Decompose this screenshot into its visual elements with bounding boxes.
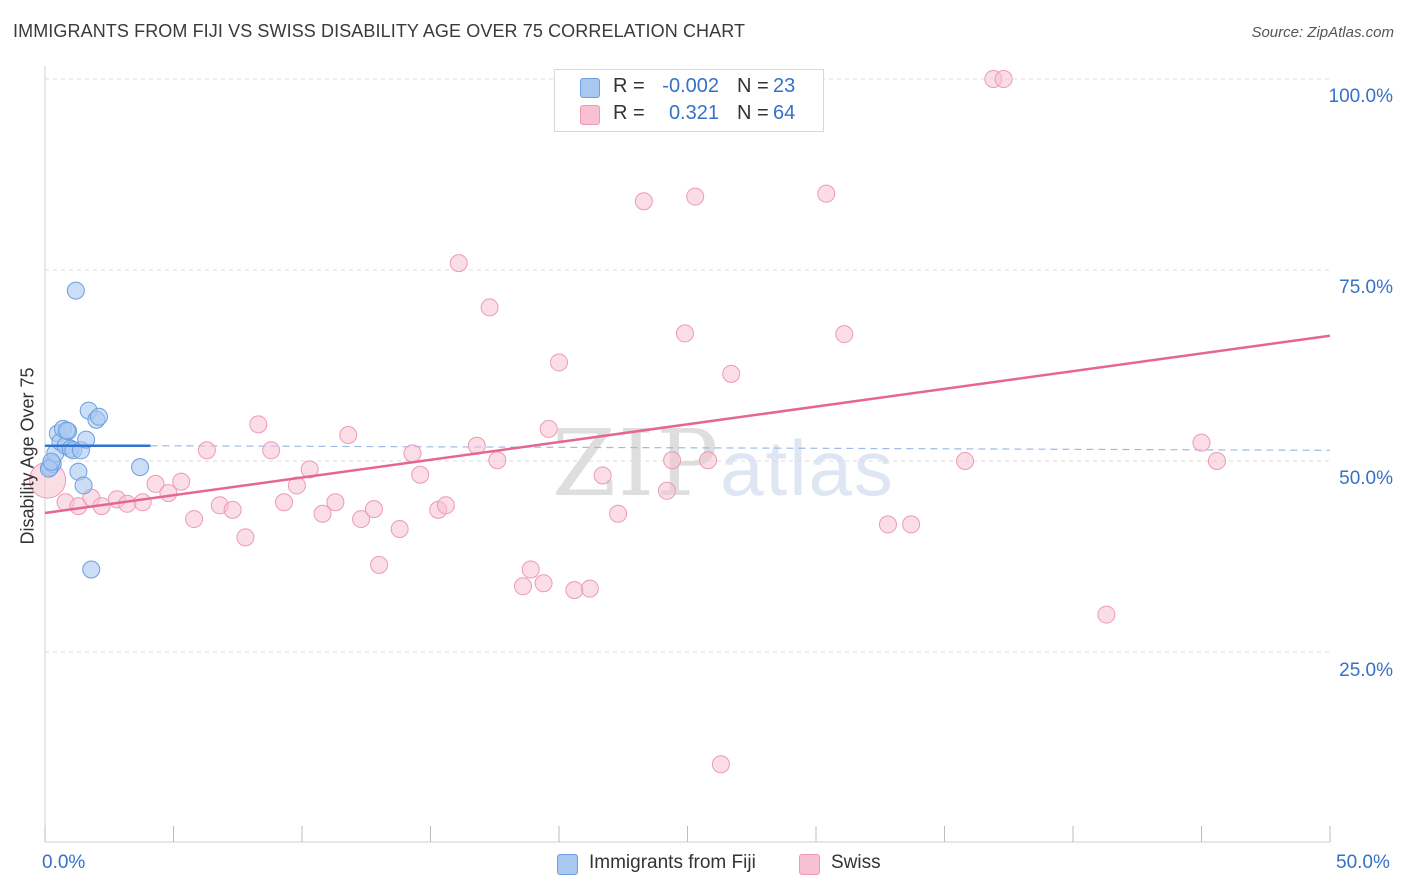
- r-label: R =: [613, 102, 645, 124]
- source-credit: Source: ZipAtlas.com: [1251, 24, 1394, 41]
- trend-dash-layer: [150, 445, 1331, 451]
- swiss-point: [275, 493, 294, 512]
- swiss-point: [1097, 605, 1116, 624]
- swiss-point: [118, 494, 137, 513]
- swiss-points: [29, 70, 1226, 774]
- swiss-point: [686, 187, 705, 206]
- swiss-point: [313, 504, 332, 523]
- swiss-point: [352, 510, 371, 529]
- fiji-point: [57, 421, 76, 440]
- swiss-point: [390, 519, 409, 538]
- swiss-point: [403, 444, 422, 463]
- swiss-point: [262, 441, 281, 460]
- swiss-point: [550, 353, 568, 372]
- fiji-point: [42, 452, 61, 471]
- fiji-point: [82, 560, 101, 579]
- swiss-legend-swatch: [799, 854, 820, 875]
- fiji-point: [66, 281, 85, 300]
- swiss-point: [514, 577, 533, 596]
- swiss-point: [236, 528, 255, 547]
- swiss-point: [657, 481, 676, 500]
- swiss-point: [223, 500, 242, 519]
- trend-lines: [44, 334, 1331, 515]
- swiss-point: [411, 465, 430, 484]
- swiss-point: [835, 325, 854, 344]
- r-value: -0.002: [662, 75, 719, 97]
- y-tick-label-75: 75.0%: [1339, 277, 1393, 298]
- swiss-point: [1207, 452, 1226, 470]
- swiss-point: [172, 472, 191, 491]
- fiji-swatch: [580, 78, 600, 98]
- x-tick-label-max: 50.0%: [1336, 852, 1390, 873]
- swiss-trend-line: [44, 334, 1331, 515]
- swiss-point: [521, 560, 540, 579]
- fiji-trend-extension: [150, 445, 1331, 451]
- swiss-point: [580, 579, 599, 598]
- watermark-atlas: atlas: [720, 424, 895, 512]
- swiss-point: [146, 474, 165, 493]
- swiss-point: [436, 496, 455, 515]
- swiss-point: [634, 192, 653, 211]
- swiss-point: [663, 451, 682, 470]
- r-label: R =: [613, 75, 645, 97]
- swiss-point: [817, 184, 836, 203]
- r-value: 0.321: [668, 102, 719, 124]
- swiss-point: [956, 452, 975, 470]
- swiss-point: [488, 451, 507, 470]
- y-axis-label: Disability Age Over 75: [17, 367, 38, 545]
- stats-legend: R = -0.002 N = 23 R = 0.321 N = 64: [554, 69, 824, 132]
- swiss-point: [370, 555, 389, 574]
- swiss-point: [1192, 433, 1211, 452]
- swiss-point: [185, 510, 204, 529]
- legend-label: Immigrants from Fiji: [589, 852, 756, 873]
- stats-legend-row-fiji: R = -0.002 N = 23: [555, 75, 823, 101]
- swiss-point: [878, 515, 897, 534]
- swiss-point: [326, 493, 345, 512]
- swiss-point: [902, 515, 921, 534]
- chart-title: IMMIGRANTS FROM FIJI VS SWISS DISABILITY…: [13, 21, 746, 41]
- watermark-zip: ZIP: [552, 410, 721, 517]
- n-label: N =: [737, 75, 769, 97]
- swiss-point: [534, 574, 553, 593]
- fiji-points: [39, 281, 150, 579]
- swiss-point: [339, 426, 358, 445]
- swiss-point: [711, 755, 730, 774]
- n-value: 64: [773, 102, 796, 124]
- gridlines: [45, 78, 1330, 653]
- axes: [44, 66, 1331, 843]
- swiss-point: [480, 298, 499, 317]
- swiss-point: [300, 460, 319, 479]
- legend-label: Swiss: [831, 852, 881, 873]
- swiss-point: [699, 451, 718, 470]
- swiss-point: [609, 504, 628, 523]
- n-value: 23: [773, 75, 796, 97]
- swiss-point: [133, 493, 152, 512]
- swiss-swatch: [580, 105, 600, 125]
- fiji-point: [74, 476, 93, 495]
- swiss-point: [287, 476, 306, 495]
- n-label: N =: [737, 102, 769, 124]
- swiss-point: [722, 364, 741, 383]
- swiss-point: [994, 70, 1013, 88]
- fiji-legend-swatch: [557, 854, 578, 875]
- y-tick-label-50: 50.0%: [1339, 468, 1393, 489]
- swiss-point: [449, 254, 468, 273]
- swiss-point: [675, 324, 694, 343]
- stats-legend-row-swiss: R = 0.321 N = 64: [555, 102, 823, 128]
- watermark: ZIPatlas: [552, 410, 895, 517]
- swiss-point: [364, 500, 383, 519]
- y-tick-label-100: 100.0%: [1328, 86, 1393, 107]
- fiji-point: [89, 407, 108, 426]
- y-tick-label-25: 25.0%: [1339, 660, 1393, 681]
- swiss-point: [593, 466, 612, 485]
- swiss-point: [197, 441, 216, 460]
- swiss-point: [249, 415, 268, 434]
- swiss-point: [539, 419, 558, 438]
- fiji-point: [131, 458, 150, 477]
- fiji-point: [77, 430, 96, 449]
- swiss-point: [565, 581, 584, 600]
- x-tick-label-min: 0.0%: [42, 852, 86, 873]
